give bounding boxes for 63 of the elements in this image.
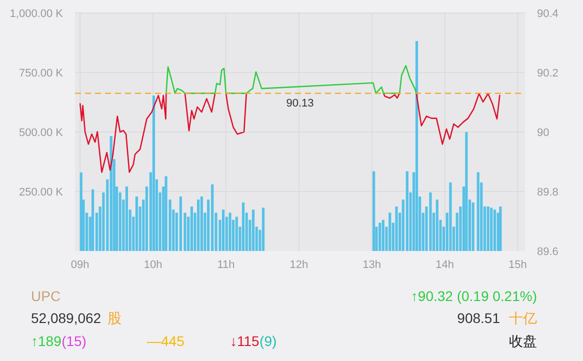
- bar: [228, 212, 232, 251]
- bar: [372, 171, 376, 251]
- bar: [465, 132, 468, 251]
- x-tick-label: 14h: [436, 259, 454, 271]
- bar: [252, 210, 255, 251]
- bar: [91, 189, 94, 251]
- y2-tick-label: 90.2: [537, 68, 558, 80]
- bar: [486, 206, 490, 251]
- y2-tick-label: 90.4: [537, 8, 558, 20]
- bar: [378, 222, 382, 251]
- bar: [388, 212, 392, 251]
- bar: [476, 172, 480, 251]
- bar: [242, 202, 245, 251]
- x-tick-label: 11h: [217, 259, 235, 271]
- x-tick-label: 12h: [290, 259, 308, 271]
- bar: [382, 220, 384, 251]
- text: ↓115: [230, 333, 260, 349]
- y2-tick-label: 90: [537, 127, 550, 139]
- text: (9): [260, 333, 277, 349]
- bar: [472, 202, 474, 251]
- x-tick-label: 13h: [362, 259, 382, 271]
- bar: [125, 186, 128, 251]
- y-tick-label: 750.00 K: [18, 68, 64, 80]
- bar: [135, 196, 138, 251]
- bar: [493, 210, 496, 251]
- text: 股: [107, 310, 122, 326]
- bar: [499, 206, 502, 251]
- text: 52,089,062: [31, 310, 102, 326]
- y-tick-label: 500.00 K: [18, 127, 64, 139]
- bar: [406, 171, 408, 251]
- x-tick-label: 15h: [508, 259, 527, 271]
- bar: [429, 192, 432, 251]
- bar: [110, 136, 112, 251]
- y-tick-label: 250.00 K: [18, 186, 64, 198]
- bar: [200, 196, 203, 251]
- text: 908.51: [457, 310, 500, 326]
- bar: [262, 208, 265, 251]
- line-series: [166, 65, 417, 94]
- y-tick-label: 1,000.00 K: [10, 8, 64, 20]
- bar: [197, 200, 200, 251]
- bar: [211, 184, 214, 251]
- bar: [190, 206, 193, 251]
- bar: [415, 41, 418, 251]
- bar: [235, 216, 238, 251]
- bar: [395, 206, 398, 251]
- bar: [436, 200, 438, 251]
- text: (15): [62, 333, 86, 349]
- text: ↑90.32 (0.19 0.21%): [410, 288, 537, 304]
- text: 收盘: [509, 333, 537, 349]
- bar: [449, 182, 452, 251]
- text: UPC: [31, 288, 61, 304]
- y2-tick-label: 89.8: [537, 186, 558, 198]
- text: —445: [147, 333, 185, 349]
- y2-tick-label: 89.6: [537, 246, 558, 258]
- bar: [222, 210, 225, 251]
- bar: [164, 176, 168, 251]
- text: 十亿: [509, 310, 537, 326]
- bar: [152, 96, 155, 251]
- text: ↑189: [31, 333, 62, 349]
- x-tick-label: 10h: [144, 259, 162, 271]
- ref-line-label: 90.13: [286, 97, 314, 110]
- bar: [490, 208, 493, 251]
- x-tick-label: 09h: [70, 259, 90, 271]
